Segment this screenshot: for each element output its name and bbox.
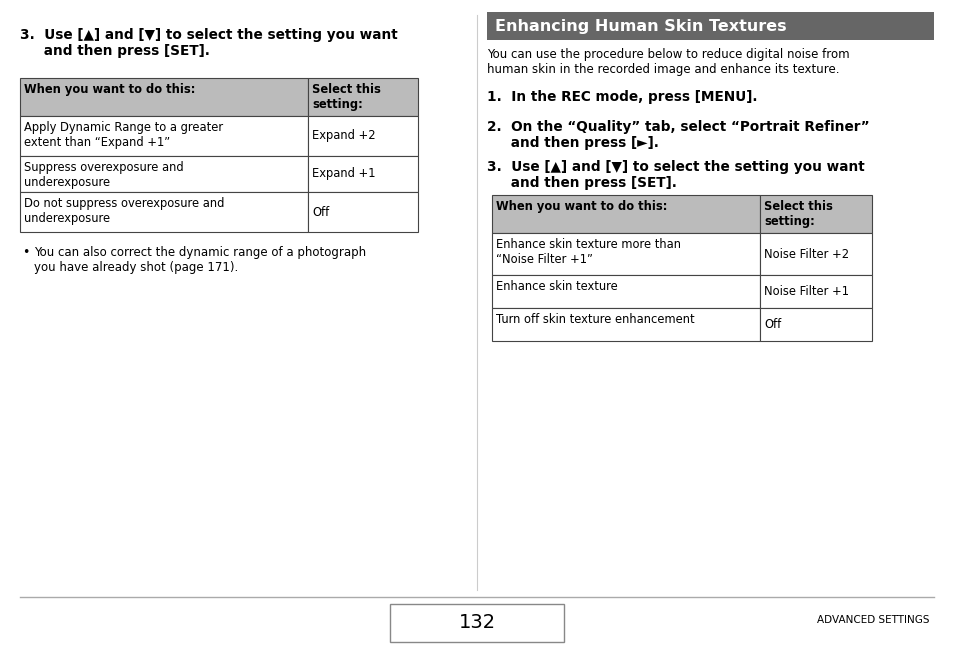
Text: 2.  On the “Quality” tab, select “Portrait Refiner”: 2. On the “Quality” tab, select “Portrai…	[486, 120, 869, 134]
Bar	[492, 195, 760, 233]
Text: Enhance skin texture more than
“Noise Filter +1”: Enhance skin texture more than “Noise Fi…	[496, 238, 680, 266]
Text: ADVANCED SETTINGS: ADVANCED SETTINGS	[817, 615, 929, 625]
Text: and then press [►].: and then press [►].	[486, 136, 659, 150]
Bar	[308, 192, 417, 232]
Text: Select this
setting:: Select this setting:	[763, 200, 832, 228]
Text: When you want to do this:: When you want to do this:	[24, 83, 195, 96]
Bar	[20, 116, 308, 156]
Text: Do not suppress overexposure and
underexposure: Do not suppress overexposure and underex…	[24, 197, 224, 225]
Bar	[20, 156, 308, 192]
Bar	[760, 308, 871, 341]
Text: Off: Off	[763, 318, 781, 331]
Bar	[760, 233, 871, 275]
Text: You can also correct the dynamic range of a photograph
you have already shot (pa: You can also correct the dynamic range o…	[34, 246, 366, 274]
Text: You can use the procedure below to reduce digital noise from: You can use the procedure below to reduc…	[486, 48, 849, 61]
Text: Off: Off	[312, 205, 329, 218]
Text: 3.  Use [▲] and [▼] to select the setting you want: 3. Use [▲] and [▼] to select the setting…	[20, 28, 397, 42]
Text: and then press [SET].: and then press [SET].	[20, 44, 210, 58]
Bar	[20, 192, 308, 232]
Text: When you want to do this:: When you want to do this:	[496, 200, 667, 213]
Bar	[760, 195, 871, 233]
Text: 3.  Use [▲] and [▼] to select the setting you want: 3. Use [▲] and [▼] to select the setting…	[486, 160, 863, 174]
Bar	[308, 78, 417, 116]
Text: Apply Dynamic Range to a greater
extent than “Expand +1”: Apply Dynamic Range to a greater extent …	[24, 121, 223, 149]
Text: Turn off skin texture enhancement: Turn off skin texture enhancement	[496, 313, 694, 326]
Text: Enhance skin texture: Enhance skin texture	[496, 280, 618, 293]
Bar	[308, 116, 417, 156]
Bar	[492, 275, 760, 308]
Text: Suppress overexposure and
underexposure: Suppress overexposure and underexposure	[24, 161, 183, 189]
Text: •: •	[22, 246, 30, 259]
Text: Select this
setting:: Select this setting:	[312, 83, 380, 111]
Bar	[492, 233, 760, 275]
Bar	[492, 308, 760, 341]
Bar	[20, 78, 308, 116]
Text: 1.  In the REC mode, press [MENU].: 1. In the REC mode, press [MENU].	[486, 90, 757, 104]
Text: Enhancing Human Skin Textures: Enhancing Human Skin Textures	[495, 19, 786, 34]
Text: Noise Filter +1: Noise Filter +1	[763, 285, 848, 298]
Text: and then press [SET].: and then press [SET].	[486, 176, 677, 190]
Text: Expand +2: Expand +2	[312, 129, 375, 143]
Bar	[390, 604, 563, 642]
Bar	[486, 12, 933, 40]
Text: Expand +1: Expand +1	[312, 167, 375, 180]
Bar	[760, 275, 871, 308]
Text: human skin in the recorded image and enhance its texture.: human skin in the recorded image and enh…	[486, 63, 839, 76]
Bar	[308, 156, 417, 192]
Text: Noise Filter +2: Noise Filter +2	[763, 247, 848, 260]
Text: 132: 132	[458, 614, 495, 632]
